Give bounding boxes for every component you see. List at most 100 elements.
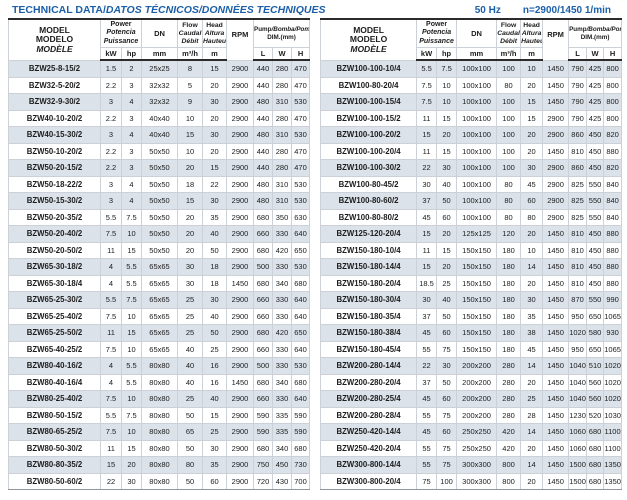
value-cell: 10 (520, 241, 544, 259)
value-cell: 100 (496, 126, 522, 144)
value-cell: 15 (416, 126, 438, 144)
value-cell: 80x80 (141, 406, 179, 424)
value-cell: 150x150 (456, 324, 498, 342)
value-cell: 80 (177, 456, 204, 474)
value-cell: 55 (416, 439, 438, 457)
model-column-header: MODEL MODELO MODÈLE (320, 18, 418, 61)
value-cell: 530 (291, 175, 311, 193)
model-cell: BZW100-80-60/2 (320, 192, 418, 210)
unit-kw: kW (416, 47, 438, 61)
dn-column-header: DN (141, 18, 179, 48)
value-cell: 810 (568, 274, 588, 292)
table-row: BZW40-15-30/2 3 4 40x40 15 30 2900 480 310 530 (8, 126, 311, 144)
unit-width: W (586, 47, 605, 61)
head-column-header: Head Altura Hauteur (202, 18, 228, 48)
model-cell: BZW200-280-28/4 (320, 406, 418, 424)
model-cell: BZW65-30-18/2 (8, 258, 101, 276)
value-cell: 45 (520, 175, 544, 193)
value-cell: 1450 (542, 225, 570, 243)
value-cell: 1450 (542, 340, 570, 358)
value-cell: 860 (568, 126, 588, 144)
value-cell: 2900 (226, 208, 255, 226)
value-cell: 20 (520, 126, 544, 144)
value-cell: 280 (496, 406, 522, 424)
value-cell: 38 (520, 324, 544, 342)
value-cell: 300x300 (456, 456, 498, 474)
value-cell: 870 (568, 291, 588, 309)
value-cell: 280 (272, 109, 293, 127)
value-cell: 50x50 (141, 241, 179, 259)
value-cell: 80x80 (141, 423, 179, 441)
value-cell: 2900 (226, 406, 255, 424)
unit-length: L (568, 47, 588, 61)
value-cell: 55 (416, 406, 438, 424)
table-row: BZW100-100-20/4 11 15 100x100 100 20 1450 810 45… (320, 142, 623, 160)
value-cell: 40 (436, 175, 458, 193)
value-cell: 2900 (226, 142, 255, 160)
value-cell: 65x65 (141, 274, 179, 292)
value-cell: 470 (291, 109, 311, 127)
value-cell: 100x100 (456, 175, 498, 193)
value-cell: 35 (520, 307, 544, 325)
value-cell: 10 (120, 390, 143, 408)
value-cell: 5.5 (120, 258, 143, 276)
value-cell: 420 (496, 423, 522, 441)
value-cell: 14 (520, 258, 544, 276)
value-cell: 680 (586, 439, 605, 457)
value-cell: 640 (291, 291, 311, 309)
value-cell: 40 (202, 390, 228, 408)
value-cell: 950 (568, 340, 588, 358)
value-cell: 790 (568, 59, 588, 78)
value-cell: 80x80 (141, 439, 179, 457)
value-cell: 50x50 (141, 159, 179, 177)
unit-hp: hp (120, 47, 143, 61)
power-column-header: Power Potencia Puissance (99, 18, 143, 48)
value-cell: 590 (291, 406, 311, 424)
value-cell: 15 (120, 439, 143, 457)
value-cell: 50 (202, 241, 228, 259)
value-cell: 1060 (568, 439, 588, 457)
value-cell: 55 (416, 456, 438, 474)
value-cell: 825 (568, 208, 588, 226)
value-cell: 440 (253, 109, 274, 127)
table-row: BZW65-30-18/2 4 5.5 65x65 30 18 2900 500 330 530 (8, 258, 311, 276)
unit-hp: hp (436, 47, 458, 61)
value-cell: 20 (202, 76, 228, 94)
value-cell: 500 (253, 258, 274, 276)
value-cell: 1450 (542, 423, 570, 441)
value-cell: 450 (586, 126, 605, 144)
value-cell: 1500 (568, 456, 588, 474)
value-cell: 425 (586, 93, 605, 111)
value-cell: 280 (272, 159, 293, 177)
model-cell: BZW65-25-50/2 (8, 324, 101, 342)
value-cell: 4 (100, 274, 122, 292)
value-cell: 530 (291, 357, 311, 375)
model-cell: BZW100-100-20/2 (320, 126, 418, 144)
value-cell: 11 (100, 324, 122, 342)
value-cell: 75 (436, 406, 458, 424)
unit-flow: m³/h (177, 47, 204, 61)
table-row: BZW150-180-20/4 18.5 25 150x150 180 20 1450 810… (320, 274, 623, 292)
unit-flow: m³/h (496, 47, 522, 61)
model-cell: BZW50-15-30/2 (8, 192, 101, 210)
value-cell: 510 (586, 357, 605, 375)
value-cell: 880 (603, 258, 623, 276)
value-cell: 15 (436, 142, 458, 160)
value-cell: 1450 (542, 258, 570, 276)
value-cell: 660 (253, 307, 274, 325)
model-cell: BZW100-100-15/4 (320, 93, 418, 111)
value-cell: 30 (202, 291, 228, 309)
speed-label: n=2900/1450 1/min (522, 5, 611, 16)
table-row: BZW100-100-30/2 22 30 100x100 100 30 2900 860 45… (320, 159, 623, 177)
value-cell: 100x100 (456, 93, 498, 111)
value-cell: 680 (253, 274, 274, 292)
value-cell: 2900 (226, 439, 255, 457)
table-body-left: BZW25-8-15/2 1.5 2 25x25 8 15 2900 440 280 470 BZW… (8, 59, 311, 490)
value-cell: 310 (272, 192, 293, 210)
value-cell: 25 (202, 423, 228, 441)
value-cell: 1.5 (100, 59, 122, 78)
value-cell: 15 (520, 109, 544, 127)
value-cell: 825 (568, 175, 588, 193)
value-cell: 8 (177, 59, 204, 78)
